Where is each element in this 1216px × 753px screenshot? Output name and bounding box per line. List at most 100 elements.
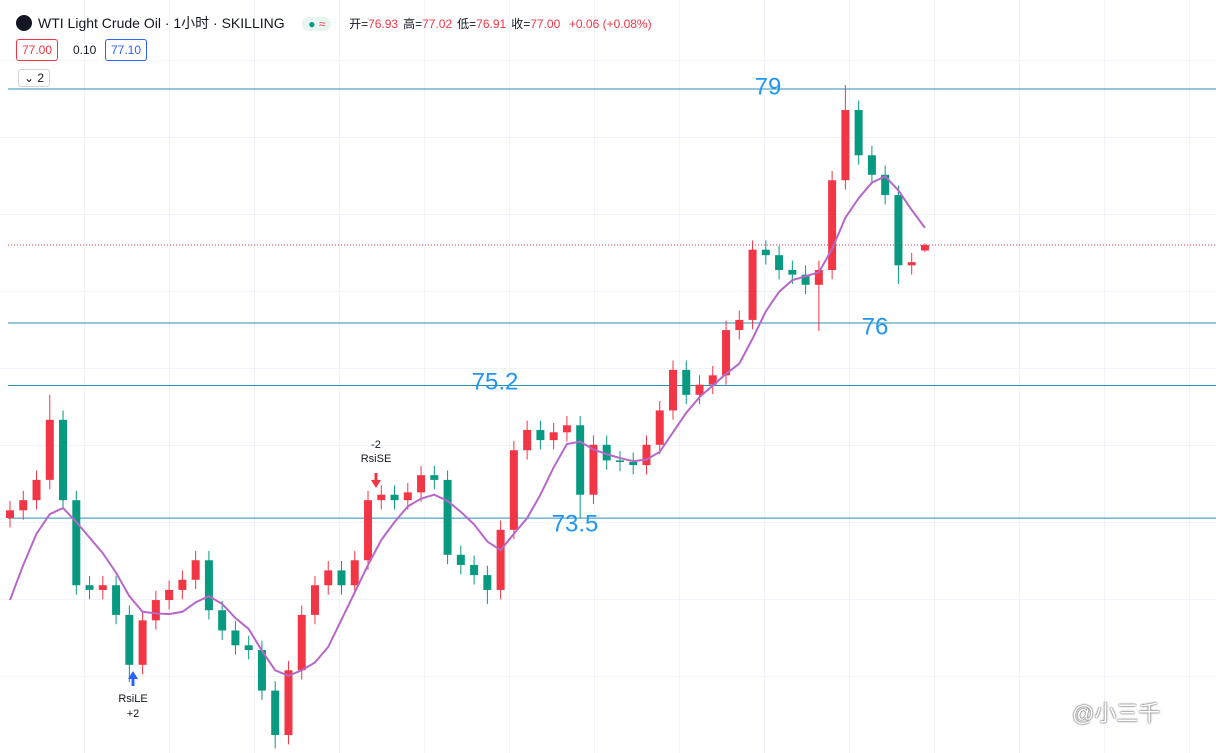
candle-body (138, 620, 147, 665)
candle-body (562, 425, 571, 433)
candle-body (218, 610, 227, 631)
candle-body (894, 195, 903, 266)
ohlc: 开=76.93 高=77.02 低=76.91 收=77.00 (349, 17, 565, 31)
chevron: ⌄ (24, 71, 35, 85)
moving-average (9, 175, 926, 677)
candle-body (920, 245, 929, 251)
candle-body (324, 570, 333, 586)
ohlc-label: 低= (457, 17, 477, 31)
header: WTI Light Crude Oil · 1小时 · SKILLING ● ≈… (16, 13, 652, 33)
candle-body (708, 375, 717, 385)
signal-name: RsiLE (118, 693, 147, 705)
ohlc-value: 77.00 (530, 17, 561, 31)
candle-body (722, 330, 731, 376)
candle-body (801, 274, 810, 285)
candle-body (602, 444, 611, 461)
candle-body (45, 419, 54, 480)
level-label: 76 (862, 313, 889, 340)
candle-body (629, 461, 638, 466)
change: +0.06 (+0.08%) (568, 17, 652, 31)
candle-body (310, 585, 319, 615)
ohlc-value: 76.93 (368, 17, 399, 31)
candle-body (204, 560, 213, 611)
candle-body (536, 429, 545, 441)
signal-name: RsiSE (361, 453, 392, 465)
candle-body (576, 425, 585, 495)
level-label: 79 (755, 73, 782, 100)
candle-body (417, 475, 426, 493)
candle-body (297, 614, 306, 671)
indicator-toggle[interactable]: ⌄ 2 (18, 69, 51, 87)
candle-body (761, 249, 770, 256)
level-label: 75.2 (472, 368, 519, 395)
buy-price[interactable]: 77.10 (105, 39, 148, 61)
candle-body (814, 269, 823, 285)
candle-body (364, 500, 373, 561)
candle-body (271, 690, 280, 736)
indicator-count: 2 (37, 71, 45, 85)
candle-body (854, 110, 863, 156)
watermark: @小三千 (1072, 701, 1161, 726)
candle-body (828, 180, 837, 270)
candle-body (403, 492, 412, 501)
symbol-title[interactable]: WTI Light Crude Oil · 1小时 · SKILLING (38, 15, 285, 31)
candle-body (165, 589, 174, 601)
status-pill[interactable]: ● ≈ (302, 17, 332, 31)
candle-body (125, 614, 134, 665)
candle-body (615, 460, 624, 462)
candle-body (231, 630, 240, 646)
candle-body (443, 479, 452, 555)
candle-body (881, 174, 890, 196)
candle-body (655, 410, 664, 445)
candle-body (19, 500, 28, 511)
candle-body (112, 585, 121, 615)
candle-body (350, 560, 359, 586)
candle-body (748, 249, 757, 320)
candle-body (589, 444, 598, 495)
candle-body (85, 585, 94, 590)
candle-body (430, 475, 439, 480)
candle-body (775, 255, 784, 270)
candle-body (642, 444, 651, 466)
candle-body (257, 649, 266, 691)
ohlc-value: 76.91 (476, 17, 507, 31)
candle-body (337, 570, 346, 586)
candle-body (496, 529, 505, 590)
candle-body (669, 369, 677, 411)
ohlc-label: 高= (403, 17, 423, 31)
candle-body (32, 479, 41, 501)
spread: 0.10 (73, 43, 97, 57)
candle-body (98, 585, 107, 590)
candle-body (735, 319, 744, 331)
candle-body (377, 494, 386, 501)
candle-body (284, 670, 293, 736)
signal-arrow (371, 473, 381, 488)
candle-body (244, 645, 253, 650)
ohlc-value: 77.02 (422, 17, 453, 31)
candle-body (6, 510, 14, 519)
level-label: 73.5 (552, 510, 599, 537)
symbol-icon (16, 15, 32, 31)
candle-body (841, 110, 850, 181)
candle-body (867, 155, 876, 175)
candle-body (788, 269, 797, 275)
candle-body (178, 579, 187, 590)
candle-body (191, 560, 200, 580)
candle-body (509, 450, 518, 530)
candle-body (483, 575, 492, 590)
candle-body (549, 432, 558, 441)
sell-price[interactable]: 77.00 (16, 39, 59, 61)
candle-body (695, 384, 704, 395)
candle-body (470, 564, 479, 576)
signal-arrow (128, 671, 138, 686)
signal-qty: -2 (371, 439, 381, 451)
candle-body (151, 600, 160, 621)
candle-body (72, 500, 81, 586)
candle-body (390, 494, 399, 501)
ohlc-label: 开= (349, 17, 369, 31)
ohlc-label: 收= (511, 17, 531, 31)
signal-qty: +2 (127, 708, 140, 720)
candle-body (907, 262, 916, 266)
